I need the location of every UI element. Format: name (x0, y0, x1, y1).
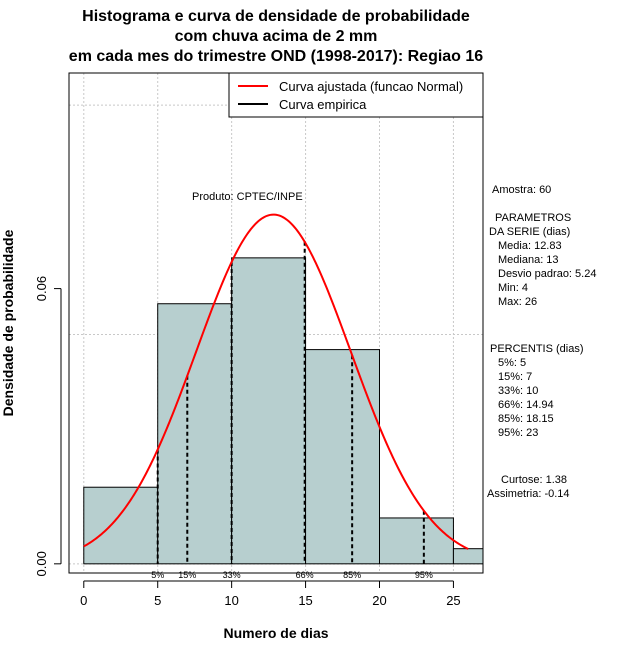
stat-min: Min: 4 (498, 282, 528, 294)
y-axis-title: Densidade de probabilidade (0, 229, 16, 416)
histogram-bars (83, 257, 484, 565)
percentile-label: 85% (343, 570, 361, 580)
x-tick-label: 10 (224, 593, 238, 608)
x-tick-label: 25 (446, 593, 460, 608)
stat-mediana: Mediana: 13 (498, 254, 559, 266)
y-axis: 0.00 0.06 (34, 276, 62, 576)
x-tick-label: 20 (372, 593, 386, 608)
stat-p66: 66%: 14.94 (498, 399, 554, 411)
stat-media: Media: 12.83 (498, 240, 562, 252)
x-axis-title: Numero de dias (223, 625, 328, 641)
legend: Curva ajustada (funcao Normal) Curva emp… (228, 72, 484, 118)
legend-empirical-label: Curva empirica (279, 97, 367, 112)
histogram-bar (157, 303, 233, 565)
stat-parametros-header-1: PARAMETROS (495, 212, 571, 224)
histogram-bar (305, 349, 381, 565)
histogram-bar (231, 257, 307, 565)
stat-p95: 95%: 23 (498, 427, 538, 439)
chart-title-line-3: em cada mes do trimestre OND (1998-2017)… (69, 48, 484, 65)
percentile-label: 5% (151, 570, 164, 580)
product-annotation: Produto: CPTEC/INPE (192, 191, 303, 203)
histogram-bar (452, 548, 484, 565)
stat-curtose: Curtose: 1.38 (501, 474, 567, 486)
legend-normal-label: Curva ajustada (funcao Normal) (279, 79, 463, 94)
stat-parametros-header-2: DA SERIE (dias) (489, 226, 570, 238)
x-tick-label: 15 (298, 593, 312, 608)
histogram-bar (379, 517, 454, 565)
normal-curve-layer (83, 213, 469, 550)
stat-p5: 5%: 5 (498, 357, 526, 369)
x-tick-label: 5 (154, 593, 161, 608)
histogram-bar (83, 486, 159, 565)
y-tick-label: 0.00 (34, 551, 49, 576)
percentile-label: 15% (178, 570, 196, 580)
percentile-label: 66% (296, 570, 314, 580)
stat-assimetria: Assimetria: -0.14 (487, 488, 570, 500)
stat-max: Max: 26 (498, 296, 537, 308)
percentile-label: 33% (223, 570, 241, 580)
chart-title-line-1: Histograma e curva de densidade de proba… (82, 8, 470, 25)
normal-curve-line (83, 213, 469, 550)
stats-panel: Amostra: 60 PARAMETROS DA SERIE (dias) M… (487, 184, 596, 500)
stat-p85: 85%: 18.15 (498, 413, 554, 425)
chart-title-line-2: com chuva acima de 2 mm (175, 28, 378, 45)
x-axis: 0 5 10 15 20 25 (80, 580, 461, 608)
x-tick-label: 0 (80, 593, 87, 608)
stat-p15: 15%: 7 (498, 371, 532, 383)
stat-percentis-header: PERCENTIS (dias) (490, 343, 584, 355)
percentile-lines: 5% 15% 33% 66% 85% 95% (151, 241, 433, 580)
legend-box (228, 72, 484, 118)
percentile-label: 95% (415, 570, 433, 580)
stat-p33: 33%: 10 (498, 385, 538, 397)
y-tick-label: 0.06 (34, 276, 49, 301)
stat-amostra: Amostra: 60 (492, 184, 551, 196)
stat-desvio: Desvio padrao: 5.24 (498, 268, 596, 280)
